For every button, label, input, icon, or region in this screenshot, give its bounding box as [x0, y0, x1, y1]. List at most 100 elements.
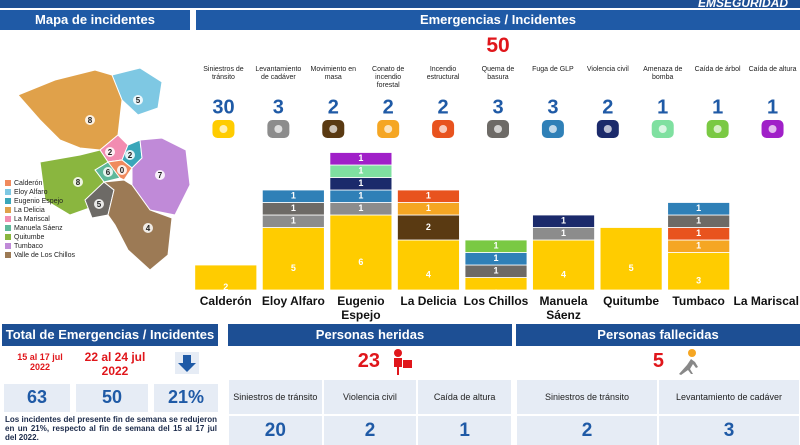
item-value: 3 — [723, 420, 735, 441]
item-cell — [659, 380, 799, 414]
period-value: 50 — [101, 387, 123, 407]
bar-segment — [599, 227, 663, 291]
icon-dot — [713, 125, 722, 133]
item-cell — [229, 416, 322, 445]
legend-swatch — [5, 234, 11, 240]
bar-label: 4 — [426, 269, 431, 279]
bar-label: 4 — [561, 269, 566, 279]
bar-segment — [464, 239, 528, 253]
item-cell — [659, 416, 799, 445]
item-label: Siniestros de tránsito — [233, 392, 318, 402]
series-name: Caída de árbol — [694, 66, 741, 73]
bar-label: 3 — [696, 276, 701, 286]
icon-dot — [219, 125, 228, 133]
bar-label: 1 — [493, 241, 498, 251]
map-marker — [105, 147, 115, 157]
bar-label: 1 — [291, 203, 296, 213]
x-tick-label: La Delicia — [400, 294, 457, 308]
item-cell — [418, 380, 511, 414]
bar-label: 1 — [493, 253, 498, 263]
map-marker — [94, 199, 104, 209]
item-cell — [323, 380, 417, 414]
bar-label: 1 — [358, 153, 363, 163]
legend-label: La Mariscal — [14, 216, 50, 223]
map-marker — [117, 165, 127, 175]
series-total: 1 — [712, 96, 723, 118]
bar-label: 1 — [291, 216, 296, 226]
chart-total: 50 — [486, 34, 510, 57]
down-arrow — [175, 352, 199, 374]
deceased-title: Personas fallecidas — [516, 324, 800, 346]
injured-icon — [394, 349, 412, 375]
icon-dot — [768, 125, 777, 133]
series-icon — [377, 120, 400, 138]
bar-segment — [329, 152, 393, 166]
legend-label: Valle de Los Chillos — [14, 252, 75, 259]
legend-label: Calderón — [14, 180, 43, 187]
series-icon — [267, 120, 290, 138]
x-tick-label: Manuela Sáenz — [539, 294, 588, 322]
bar-segment — [397, 214, 460, 241]
series-total: 2 — [438, 96, 449, 118]
bar-label: 5 — [291, 263, 296, 273]
bar-label: 1 — [358, 178, 363, 188]
map-label: 4 — [146, 224, 151, 233]
series-name: Conato de incendio forestal — [372, 66, 405, 89]
bar-label: 5 — [629, 263, 634, 273]
bar-label: 1 — [358, 191, 363, 201]
item-label: Levantamiento de cadáver — [675, 392, 783, 402]
series-icon — [541, 120, 564, 138]
map-label: 5 — [97, 200, 102, 209]
map-marker — [103, 167, 113, 177]
series-name: Levantamiento de cadáver — [255, 66, 302, 81]
legend-label: Eloy Alfaro — [14, 189, 48, 196]
map-marker — [125, 150, 135, 160]
icon-dot — [439, 125, 448, 133]
map-label: 8 — [88, 116, 93, 125]
icon-dot — [384, 125, 393, 133]
bar-label: 1 — [696, 216, 701, 226]
cell — [154, 384, 218, 412]
deceased-icon — [679, 349, 698, 375]
series-total: 30 — [212, 96, 234, 118]
item-cell — [229, 380, 322, 414]
bar-label: 1 — [696, 203, 701, 213]
map-label: 6 — [106, 168, 111, 177]
x-tick-label: Calderón — [199, 294, 252, 308]
bar-label: 1 — [561, 228, 566, 238]
item-label: Caída de altura — [433, 392, 496, 402]
series-name: Siniestros de tránsito — [203, 66, 244, 81]
series-name: Quema de basura — [481, 66, 515, 81]
legend-swatch — [5, 225, 11, 231]
bar-label: 1 — [696, 241, 701, 251]
series-icon — [432, 120, 455, 138]
x-tick-label: Quitumbe — [603, 294, 660, 308]
bar-segment — [397, 189, 460, 203]
item-label: Siniestros de tránsito — [544, 392, 630, 402]
period-value: 63 — [26, 387, 48, 407]
item-cell — [517, 380, 657, 414]
map-marker — [155, 170, 165, 180]
map-label: 2 — [128, 151, 133, 160]
bar-label: 1 — [493, 288, 498, 298]
bar-label: 1 — [358, 203, 363, 213]
icon-dot — [603, 125, 612, 133]
series-total: 2 — [602, 96, 613, 118]
legend-label: La Delicia — [14, 207, 45, 214]
bar-segment — [397, 239, 460, 291]
bar-segment — [532, 239, 595, 291]
bar-label: 1 — [493, 266, 498, 276]
bar-label: 2 — [426, 222, 431, 232]
series-name: Movimiento en masa — [310, 66, 357, 81]
bar-label: 1 — [426, 203, 431, 213]
bar-label: 1 — [291, 191, 296, 201]
chart-title: Emergencias / Incidentes — [196, 10, 800, 30]
legend-label: Eugenio Espejo — [14, 198, 63, 205]
map-region — [102, 179, 173, 271]
map-label: 7 — [158, 171, 163, 180]
item-label: Violencia civil — [343, 392, 397, 402]
bar-segment — [532, 214, 595, 228]
injured-title: Personas heridas — [228, 324, 512, 346]
brand: EMSEGURIDAD — [697, 0, 788, 10]
